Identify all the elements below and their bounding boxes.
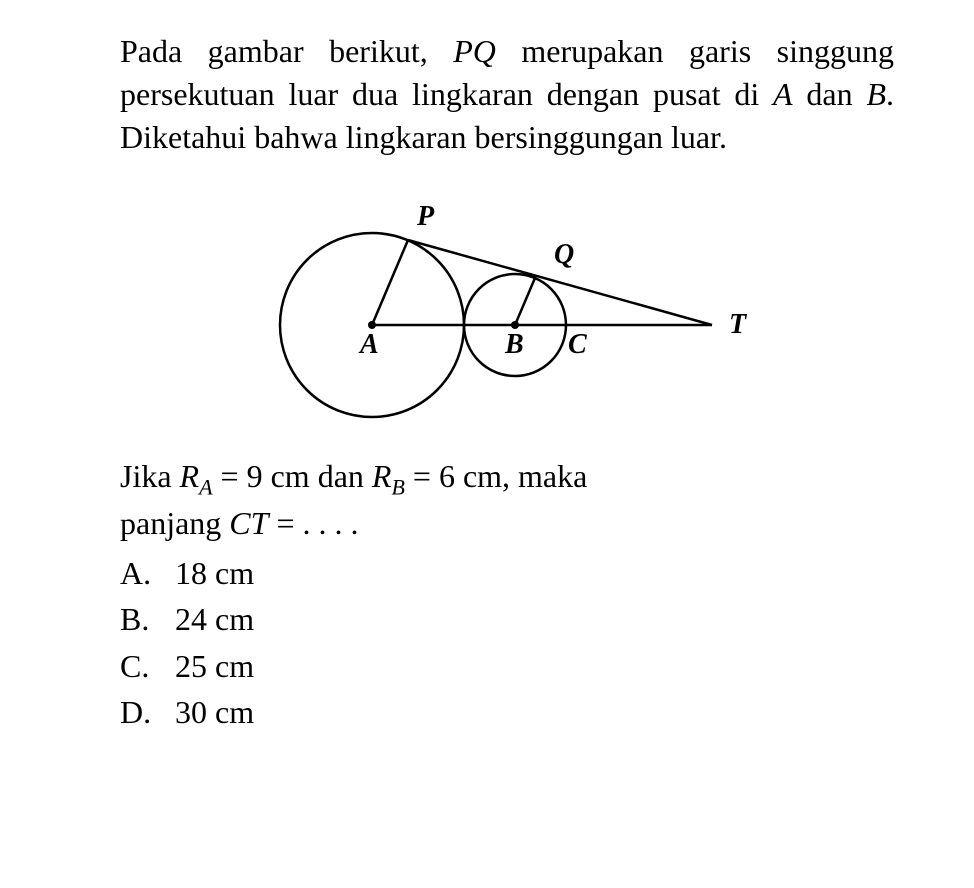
text-segment: Jika <box>120 458 180 494</box>
option-label: A. <box>120 550 175 596</box>
subscript-a: A <box>199 474 212 499</box>
question-text: Jika RA = 9 cm dan RB = 6 cm, maka panja… <box>120 455 894 545</box>
option-label: D. <box>120 689 175 735</box>
text-segment: lingkaran bersinggungan luar. <box>346 119 727 155</box>
variable-r: R <box>372 458 392 494</box>
variable-a: A <box>773 76 793 112</box>
option-text: 18 cm <box>175 550 254 596</box>
option-a: A. 18 cm <box>120 550 894 596</box>
diagram-svg: P Q A B C T <box>232 175 782 435</box>
text-segment: dan <box>793 76 867 112</box>
option-label: B. <box>120 596 175 642</box>
option-c: C. 25 cm <box>120 643 894 689</box>
svg-text:C: C <box>568 329 587 360</box>
svg-text:P: P <box>416 201 435 232</box>
text-segment: = 9 cm dan <box>213 458 372 494</box>
option-d: D. 30 cm <box>120 689 894 735</box>
svg-text:B: B <box>504 329 524 360</box>
variable-r: R <box>180 458 200 494</box>
text-segment: panjang <box>120 505 229 541</box>
text-segment: merupakan garis <box>496 33 751 69</box>
geometry-diagram: P Q A B C T <box>120 175 894 435</box>
svg-text:A: A <box>358 329 379 360</box>
subscript-b: B <box>391 474 404 499</box>
svg-text:T: T <box>729 309 748 340</box>
answer-options: A. 18 cm B. 24 cm C. 25 cm D. 30 cm <box>120 550 894 736</box>
option-text: 25 cm <box>175 643 254 689</box>
variable-b: B <box>866 76 886 112</box>
text-segment: Pada gambar berikut, <box>120 33 453 69</box>
option-text: 30 cm <box>175 689 254 735</box>
option-text: 24 cm <box>175 596 254 642</box>
variable-ct: CT <box>229 505 268 541</box>
option-label: C. <box>120 643 175 689</box>
text-segment: dengan pusat di <box>547 76 773 112</box>
problem-statement: Pada gambar berikut, PQ merupakan garis … <box>120 30 894 160</box>
text-segment: = 6 cm, maka <box>405 458 587 494</box>
text-segment: = . . . . <box>268 505 358 541</box>
variable-pq: PQ <box>453 33 496 69</box>
svg-text:Q: Q <box>554 239 574 270</box>
option-b: B. 24 cm <box>120 596 894 642</box>
